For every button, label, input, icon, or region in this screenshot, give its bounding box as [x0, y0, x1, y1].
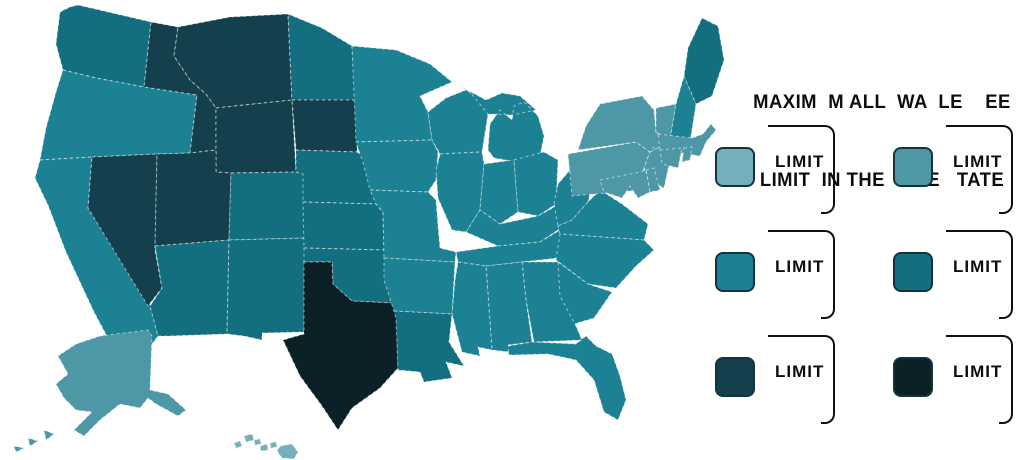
legend-swatch: [893, 147, 933, 187]
legend-item-1: LIMIT: [713, 125, 837, 217]
legend-item-3: LIMIT: [713, 230, 837, 322]
state-co: [228, 171, 307, 241]
legend-bracket-icon: [766, 125, 835, 216]
state-nh: [669, 75, 697, 143]
map-title-line1: MAXIM M ALL WA LE EE: [753, 92, 1011, 113]
legend-label: LIMIT: [953, 362, 1003, 381]
state-wa: [55, 4, 152, 88]
legend-swatch: [715, 252, 755, 292]
state-nd: [287, 13, 356, 101]
map-title: MAXIM M ALL WA LE EE LIMIT IN THE NITE T…: [744, 38, 1019, 246]
state-ky: [465, 205, 569, 247]
state-ms: [451, 261, 493, 357]
legend-bracket-icon: [944, 125, 1013, 216]
legend-bracket-icon: [766, 335, 835, 426]
state-id: [143, 21, 217, 154]
state-ks: [302, 201, 385, 251]
state-hi: [233, 433, 299, 460]
state-ok: [303, 247, 396, 304]
state-ar: [383, 257, 456, 315]
state-la: [393, 310, 465, 383]
legend-swatch: [715, 147, 755, 187]
state-me: [683, 17, 725, 105]
legend-bracket-icon: [944, 335, 1013, 426]
legend-label: LIMIT: [775, 362, 825, 381]
state-fl: [507, 335, 627, 421]
state-ma: [657, 123, 717, 157]
state-sc: [557, 261, 613, 325]
legend-item-2: LIMIT: [891, 125, 1015, 217]
state-mt: [173, 13, 293, 109]
state-wy: [215, 99, 297, 174]
legend-label: LIMIT: [953, 152, 1003, 171]
state-nm: [226, 237, 307, 341]
state-ia: [355, 139, 439, 193]
legend-swatch: [893, 252, 933, 292]
state-ut: [154, 149, 232, 247]
state-oh: [513, 151, 559, 217]
state-in: [479, 159, 519, 225]
state-md: [599, 169, 651, 199]
legend-bracket-icon: [944, 230, 1013, 321]
state-nc: [555, 233, 655, 289]
state-tx: [282, 261, 399, 431]
state-ri: [681, 146, 693, 163]
legend-label: LIMIT: [953, 257, 1003, 276]
legend-label: LIMIT: [775, 152, 825, 171]
state-ga: [521, 261, 583, 343]
legend-item-4: LIMIT: [891, 230, 1015, 322]
state-ak: [13, 329, 187, 453]
legend-swatch: [715, 357, 755, 397]
state-az: [149, 239, 230, 337]
legend-label: LIMIT: [775, 257, 825, 276]
legend-bracket-icon: [766, 230, 835, 321]
state-or: [39, 69, 198, 161]
state-mi: [455, 83, 545, 165]
legend-item-6: LIMIT: [891, 335, 1015, 427]
state-ct: [659, 147, 683, 169]
legend-item-5: LIMIT: [713, 335, 837, 427]
legend-swatch: [893, 357, 933, 397]
state-sd: [291, 99, 359, 153]
